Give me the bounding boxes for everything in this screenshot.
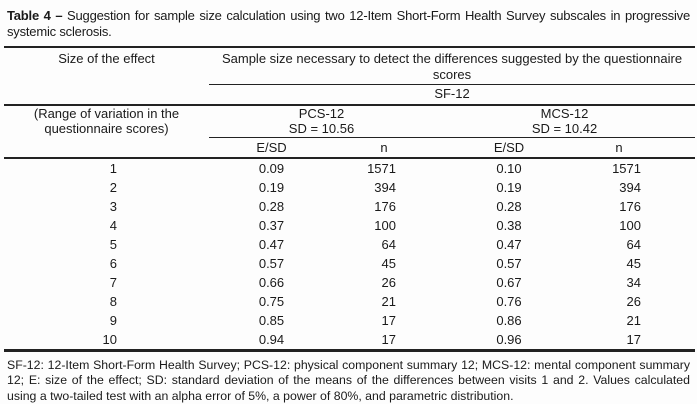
- table-row: 2 0.19 394 0.19 394: [4, 178, 695, 197]
- spacer-cell: [654, 197, 695, 216]
- spacer-cell: [654, 216, 695, 235]
- pcs-esd-value: 0.57: [258, 255, 285, 271]
- pcs-n-value: 45: [381, 255, 396, 271]
- effect-value: 5: [109, 236, 117, 252]
- table-row: 7 0.66 26 0.67 34: [4, 273, 695, 292]
- pcs-esd-value: 0.28: [258, 198, 285, 214]
- mcs-n-value: 1571: [612, 160, 641, 176]
- mcs-esd-header: E/SD: [434, 137, 584, 159]
- pcs-n-value: 26: [381, 274, 396, 290]
- mcs-esd-value: 0.28: [496, 198, 522, 214]
- mcs-esd-value: 0.47: [496, 236, 522, 252]
- table-footnote: SF-12: 12-Item Short-Form Health Survey;…: [7, 357, 690, 403]
- effect-value: 9: [109, 312, 117, 328]
- spacer-cell: [654, 330, 695, 351]
- table-row: 4 0.37 100 0.38 100: [4, 216, 695, 235]
- pcs-n-value: 1571: [367, 160, 396, 176]
- effect-column-header: Size of the effect: [58, 50, 155, 66]
- mcs-n-value: 176: [619, 198, 641, 214]
- mcs-esd-value: 0.10: [496, 160, 522, 176]
- effect-value: 1: [109, 160, 117, 176]
- effect-value: 4: [109, 217, 117, 233]
- table-row: 5 0.47 64 0.47 64: [4, 235, 695, 254]
- table-caption: Table 4 – Suggestion for sample size cal…: [4, 8, 693, 41]
- header-row-measures: E/SD n E/SD n: [4, 137, 696, 159]
- pcs-esd-header: E/SD: [209, 137, 334, 159]
- effect-value: 10: [102, 331, 117, 347]
- effect-value: 8: [109, 293, 117, 309]
- pcs-esd-value: 0.47: [258, 236, 285, 252]
- effect-value: 6: [109, 255, 117, 271]
- table-row: 6 0.57 45 0.57 45: [4, 254, 695, 273]
- header-row-effect: Size of the effect Sample size necessary…: [4, 46, 696, 85]
- spacer-cell: [654, 273, 695, 292]
- mcs-n-value: 17: [626, 331, 641, 347]
- mcs-n-value: 34: [626, 274, 641, 290]
- header-row-survey: SF-12: [4, 84, 696, 106]
- table-number-label: Table 4 –: [7, 8, 63, 23]
- empty-cell: [4, 84, 209, 106]
- empty-cell: [4, 137, 209, 159]
- survey-name-header: SF-12: [209, 84, 696, 106]
- mcs-n-value: 26: [626, 293, 641, 309]
- spacer-cell: [654, 292, 695, 311]
- mcs-n-value: 45: [626, 255, 641, 271]
- pcs-esd-value: 0.37: [258, 217, 285, 233]
- mcs-esd-value: 0.67: [496, 274, 522, 290]
- pcs-group-header: PCS-12 SD = 10.56: [209, 104, 434, 138]
- mcs-esd-value: 0.86: [496, 312, 522, 328]
- mcs-n-value: 21: [626, 312, 641, 328]
- mcs-n-value: 394: [619, 179, 641, 195]
- pcs-esd-value: 0.19: [258, 179, 285, 195]
- pcs-esd-value: 0.75: [258, 293, 285, 309]
- pcs-esd-value: 0.85: [258, 312, 285, 328]
- mcs-esd-value: 0.19: [496, 179, 522, 195]
- mcs-group-name: MCS-12: [540, 105, 589, 121]
- pcs-group-name: PCS-12: [298, 105, 345, 121]
- header-row-groups: (Range of variation in the questionnaire…: [4, 104, 696, 138]
- effect-value: 3: [109, 198, 117, 214]
- mcs-esd-value: 0.96: [496, 331, 522, 347]
- effect-value: 7: [109, 274, 117, 290]
- pcs-n-value: 100: [374, 217, 396, 233]
- pcs-n-header: n: [334, 137, 434, 159]
- spacer-cell: [654, 137, 696, 159]
- table-row: 9 0.85 17 0.86 21: [4, 311, 695, 330]
- pcs-n-value: 17: [381, 312, 396, 328]
- pcs-group-sd: SD = 10.56: [288, 121, 355, 137]
- pcs-n-value: 176: [374, 198, 396, 214]
- mcs-n-value: 100: [619, 217, 641, 233]
- spacer-cell: [654, 311, 695, 330]
- spacer-cell: [654, 158, 695, 178]
- pcs-n-value: 21: [381, 293, 396, 309]
- mcs-esd-value: 0.38: [496, 217, 522, 233]
- table-row: 1 0.09 1571 0.10 1571: [4, 158, 695, 178]
- effect-value: 2: [109, 179, 117, 195]
- effect-range-subheader: (Range of variation in the questionnaire…: [33, 105, 180, 137]
- sample-size-table: Size of the effect Sample size necessary…: [4, 45, 696, 352]
- mcs-n-value: 64: [626, 236, 641, 252]
- pcs-esd-value: 0.09: [258, 160, 285, 176]
- spacer-cell: [654, 178, 695, 197]
- table-body: 1 0.09 1571 0.10 1571 2 0.19 394 0.19 394 3 0.28 176…: [4, 158, 695, 351]
- mcs-group-header: MCS-12 SD = 10.42: [434, 104, 696, 138]
- pcs-esd-value: 0.66: [258, 274, 285, 290]
- mcs-esd-value: 0.57: [496, 255, 522, 271]
- pcs-esd-value: 0.94: [258, 331, 285, 347]
- mcs-n-header: n: [584, 137, 654, 159]
- pcs-n-value: 64: [381, 236, 396, 252]
- table-row: 8 0.75 21 0.76 26: [4, 292, 695, 311]
- table-caption-text: Suggestion for sample size calculation u…: [7, 8, 690, 40]
- spacer-cell: [654, 235, 695, 254]
- mcs-group-sd: SD = 10.42: [531, 121, 598, 137]
- pcs-n-value: 394: [374, 179, 396, 195]
- sample-size-span-header: Sample size necessary to detect the diff…: [209, 46, 696, 85]
- spacer-cell: [654, 254, 695, 273]
- mcs-esd-value: 0.76: [496, 293, 522, 309]
- table-row: 10 0.94 17 0.96 17: [4, 330, 695, 351]
- pcs-n-value: 17: [381, 331, 396, 347]
- table-row: 3 0.28 176 0.28 176: [4, 197, 695, 216]
